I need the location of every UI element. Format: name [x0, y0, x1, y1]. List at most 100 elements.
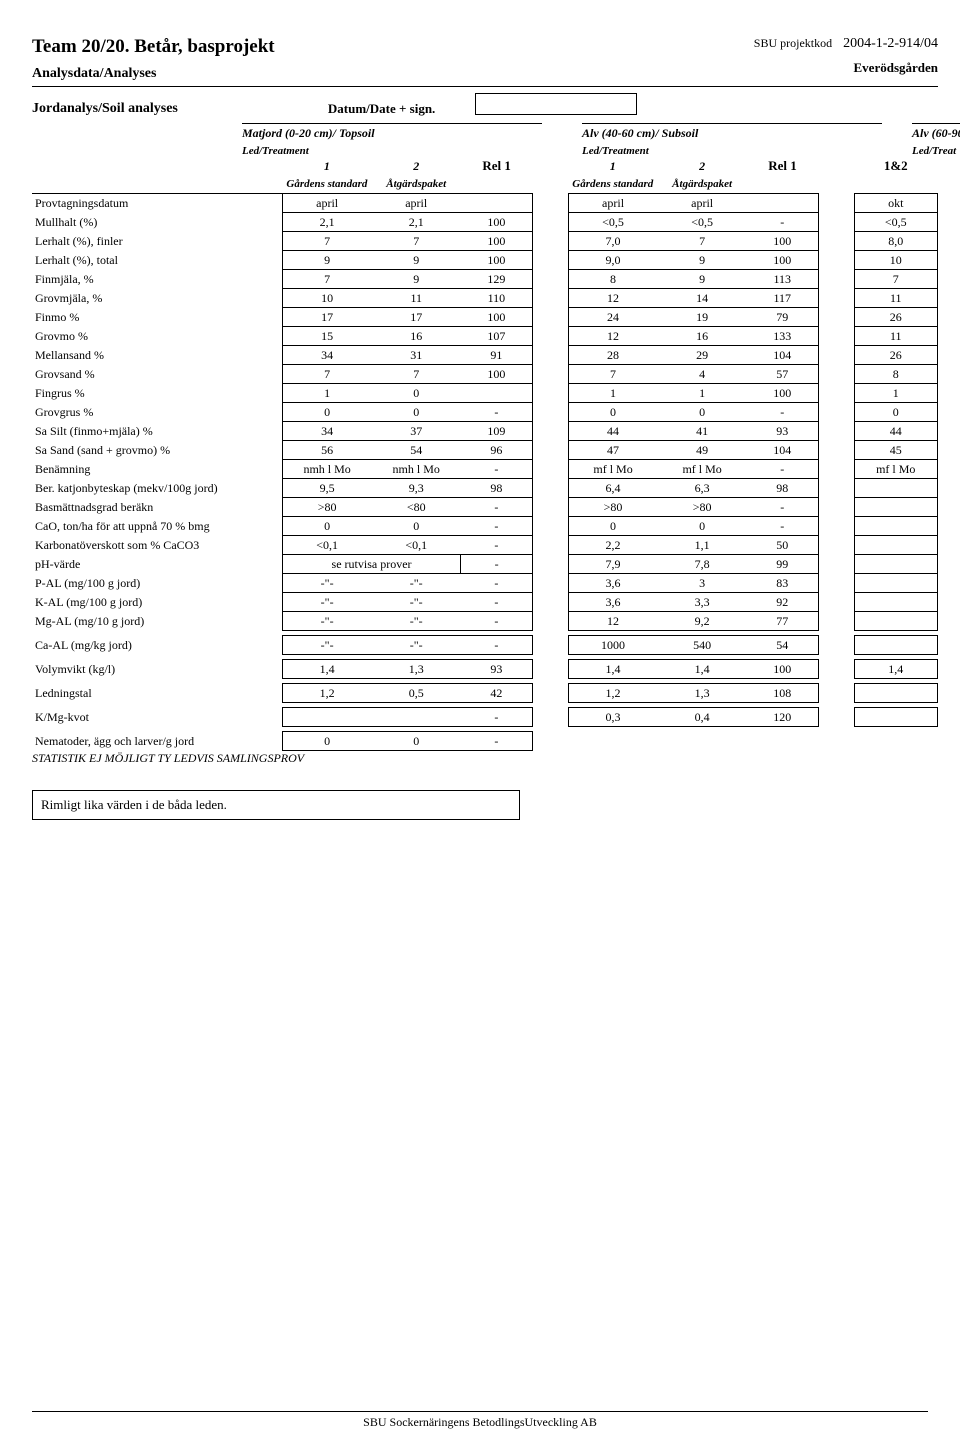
- analyses-label: Analysdata/Analyses: [32, 66, 156, 82]
- cell: 93: [461, 660, 532, 679]
- cell: [532, 479, 568, 498]
- cell: Ber. katjonbyteskap (mekv/100g jord): [32, 479, 282, 498]
- cell: 1,4: [568, 660, 657, 679]
- cell: -"-: [372, 574, 461, 593]
- cell: Grovmjäla, %: [32, 289, 282, 308]
- cell: 4: [657, 365, 746, 384]
- cell: Lerhalt (%), finler: [32, 232, 282, 251]
- cell: [818, 593, 854, 612]
- cell: 7: [854, 270, 937, 289]
- table-row: CaO, ton/ha för att uppnå 70 % bmg00-00-: [32, 517, 938, 536]
- cell: -: [461, 536, 532, 555]
- cell: 1,4: [854, 660, 937, 679]
- table-row: K-AL (mg/100 g jord)-"--"--3,63,392: [32, 593, 938, 612]
- cell: [818, 684, 854, 703]
- cell: 37: [372, 422, 461, 441]
- cell: 109: [461, 422, 532, 441]
- cell: 45: [854, 441, 937, 460]
- cell: 34: [282, 346, 371, 365]
- cell: [532, 660, 568, 679]
- statistics-note: STATISTIK EJ MÖJLIGT TY LEDVIS SAMLINGSP…: [32, 751, 938, 766]
- cell: Provtagningsdatum: [32, 194, 282, 213]
- cell: <0,5: [657, 213, 746, 232]
- cell: [657, 732, 746, 751]
- table-row: Finmo %171710024197926: [32, 308, 938, 327]
- table-row: Ca-AL (mg/kg jord)-"--"--100054054: [32, 636, 938, 655]
- cell: -: [461, 732, 532, 751]
- cell: Finmo %: [32, 308, 282, 327]
- cell: 0,4: [657, 708, 746, 727]
- table-row: Sa Silt (finmo+mjäla) %343710944419344: [32, 422, 938, 441]
- cell: K-AL (mg/100 g jord): [32, 593, 282, 612]
- cell: [854, 536, 937, 555]
- cell: [818, 479, 854, 498]
- cell: 100: [747, 232, 818, 251]
- cell: 1,2: [568, 684, 657, 703]
- cell: [568, 732, 657, 751]
- section-title: Jordanalys/Soil analyses: [32, 101, 178, 117]
- cell: april: [568, 194, 657, 213]
- sub-1b: Gårdens standard: [568, 175, 657, 194]
- sub-2b: Åtgärdspaket: [657, 175, 746, 194]
- cell: Mellansand %: [32, 346, 282, 365]
- cell: mf l Mo: [854, 460, 937, 479]
- cell: [532, 536, 568, 555]
- cell: 0: [372, 384, 461, 403]
- cell: 8: [854, 365, 937, 384]
- subheader-row: Analysdata/Analyses Everödsgården: [32, 60, 938, 82]
- cell: 54: [747, 636, 818, 655]
- col-rel-b: Rel 1: [747, 157, 818, 175]
- cell: 108: [747, 684, 818, 703]
- cell: Volymvikt (kg/l): [32, 660, 282, 679]
- cell: 9: [282, 251, 371, 270]
- header-row: Team 20/20. Betår, basprojekt SBU projek…: [32, 36, 938, 58]
- cell: nmh l Mo: [372, 460, 461, 479]
- cell: 7: [372, 365, 461, 384]
- cell: 7: [282, 270, 371, 289]
- cell: 1,4: [282, 660, 371, 679]
- cell: 0,3: [568, 708, 657, 727]
- cell: -: [461, 612, 532, 631]
- cell: [532, 732, 568, 751]
- cell: [818, 346, 854, 365]
- cell: mf l Mo: [657, 460, 746, 479]
- cell: Fingrus %: [32, 384, 282, 403]
- cell: [854, 708, 937, 727]
- cell: [818, 384, 854, 403]
- cell: [532, 384, 568, 403]
- cell: [532, 194, 568, 213]
- project-code-value: 2004-1-2-914/04: [843, 36, 938, 51]
- cell: [532, 517, 568, 536]
- table-row: Sa Sand (sand + grovmo) %565496474910445: [32, 441, 938, 460]
- sub-1a: Gårdens standard: [282, 175, 371, 194]
- cell: 10: [282, 289, 371, 308]
- sign-box[interactable]: [475, 93, 637, 115]
- treatment-bar: Led/Treatment Led/Treatment Led/Treat: [32, 145, 938, 157]
- cell: 7,9: [568, 555, 657, 574]
- cell: [461, 384, 532, 403]
- cell: 19: [657, 308, 746, 327]
- cell: [818, 536, 854, 555]
- cell: 9,5: [282, 479, 371, 498]
- cell: <0,5: [854, 213, 937, 232]
- cell: 0: [282, 403, 371, 422]
- cell: [818, 460, 854, 479]
- cell: -: [461, 498, 532, 517]
- cell: 77: [747, 612, 818, 631]
- cell: [532, 232, 568, 251]
- table-row: Basmättnadsgrad beräkn>80<80->80>80-: [32, 498, 938, 517]
- footer: SBU Sockernäringens BetodlingsUtveckling…: [0, 1411, 960, 1430]
- cell: 540: [657, 636, 746, 655]
- cell: 49: [657, 441, 746, 460]
- cell: [532, 684, 568, 703]
- table-row: Mg-AL (mg/10 g jord)-"--"--129,277: [32, 612, 938, 631]
- cell: 9: [657, 270, 746, 289]
- cell: 8,0: [854, 232, 937, 251]
- table-row: Lerhalt (%), finler771007,071008,0: [32, 232, 938, 251]
- table-row: Grovmo %1516107121613311: [32, 327, 938, 346]
- cell: [818, 574, 854, 593]
- cell: Karbonatöverskott som % CaCO3: [32, 536, 282, 555]
- cell: 1,1: [657, 536, 746, 555]
- cell: 100: [461, 213, 532, 232]
- cell: 7: [372, 232, 461, 251]
